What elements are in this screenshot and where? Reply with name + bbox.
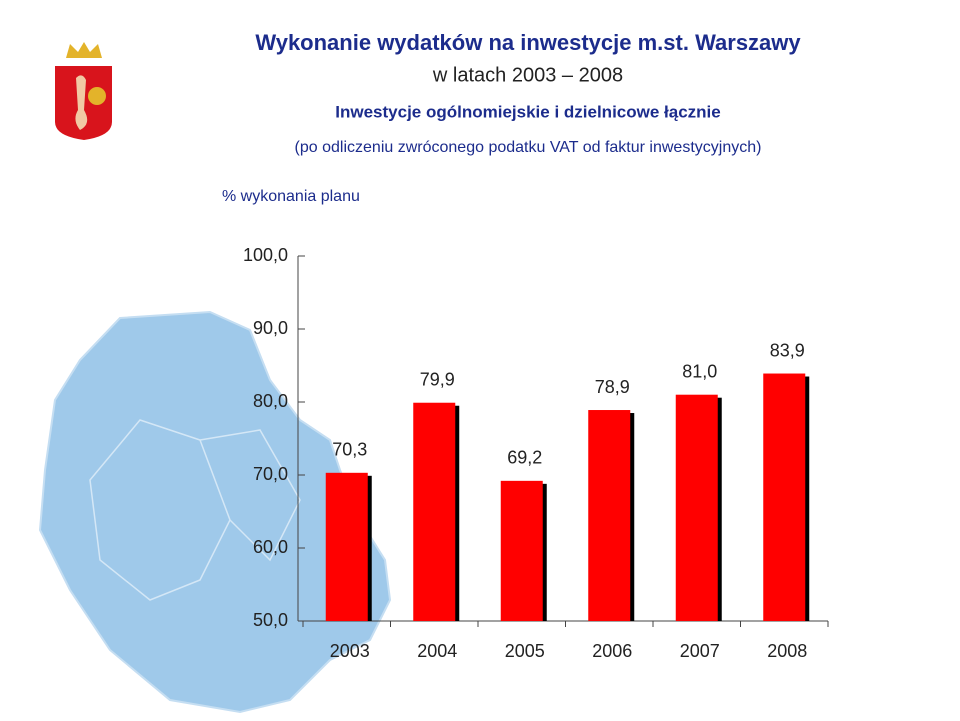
data-label: 83,9 xyxy=(770,340,805,360)
x-tick-label: 2004 xyxy=(417,641,457,661)
coat-of-arms xyxy=(55,42,112,140)
map-background xyxy=(38,310,392,714)
data-label: 78,9 xyxy=(595,377,630,397)
chart-title: Wykonanie wydatków na inwestycje m.st. W… xyxy=(255,30,801,55)
x-tick-label: 2007 xyxy=(680,641,720,661)
y-tick-label: 80,0 xyxy=(253,391,288,411)
bar xyxy=(588,410,631,621)
y-axis-label: % wykonania planu xyxy=(222,188,360,205)
data-label: 81,0 xyxy=(682,361,717,381)
y-tick-label: 50,0 xyxy=(253,610,288,630)
chart-title-line2: w latach 2003 – 2008 xyxy=(432,64,623,86)
y-tick-label: 100,0 xyxy=(243,245,288,265)
subtitle: Inwestycje ogólnomiejskie i dzielnicowe … xyxy=(335,102,720,121)
bar xyxy=(763,373,806,621)
x-tick-label: 2005 xyxy=(505,641,545,661)
data-label: 79,9 xyxy=(420,369,455,389)
y-tick-label: 90,0 xyxy=(253,318,288,338)
note: (po odliczeniu zwróconego podatku VAT od… xyxy=(295,139,762,156)
bar xyxy=(325,472,368,621)
bar xyxy=(413,402,456,621)
y-tick-label: 60,0 xyxy=(253,537,288,557)
x-tick-label: 2003 xyxy=(330,641,370,661)
bar xyxy=(500,480,543,621)
y-tick-label: 70,0 xyxy=(253,464,288,484)
data-label: 70,3 xyxy=(332,440,367,460)
data-label: 69,2 xyxy=(507,448,542,468)
x-tick-label: 2006 xyxy=(592,641,632,661)
x-tick-label: 2008 xyxy=(767,641,807,661)
bar xyxy=(675,394,718,621)
